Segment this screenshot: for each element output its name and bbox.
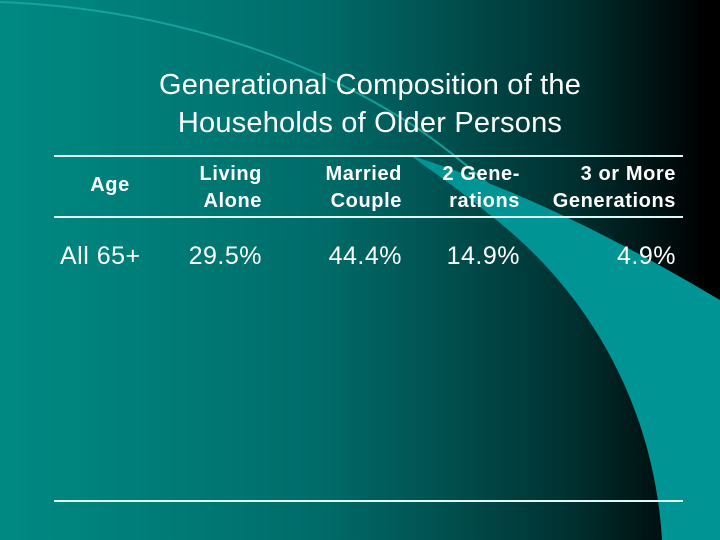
header-two-generations: 2 Gene- rations <box>410 161 520 215</box>
header-two-generations-line1: 2 Gene- <box>442 163 520 185</box>
slide-title: Generational Composition of the Househol… <box>0 66 720 142</box>
header-three-plus-line1: 3 or More <box>580 163 676 185</box>
header-age: Age <box>90 174 130 196</box>
cell-two-generations: 14.9% <box>446 242 520 270</box>
header-three-or-more-generations: 3 or More Generations <box>530 161 676 215</box>
teal-swoosh-decoration <box>410 155 720 540</box>
header-living-alone: Living Alone <box>160 161 262 215</box>
header-married-couple-line2: Couple <box>330 190 402 212</box>
header-married-couple: Married Couple <box>290 161 402 215</box>
table-header-rule <box>54 216 683 218</box>
title-line-2: Households of Older Persons <box>177 107 563 139</box>
header-living-alone-line2: Alone <box>203 190 262 212</box>
table-bottom-rule <box>54 500 683 502</box>
header-living-alone-line1: Living <box>199 163 262 185</box>
cell-living-alone: 29.5% <box>188 242 262 270</box>
cell-married-couple: 44.4% <box>328 242 402 270</box>
cell-age: All 65+ <box>60 242 141 270</box>
header-three-plus-line2: Generations <box>552 190 676 212</box>
header-married-couple-line1: Married <box>325 163 402 185</box>
table-top-rule <box>54 155 683 157</box>
header-two-generations-line2: rations <box>449 190 520 212</box>
cell-three-or-more-generations: 4.9% <box>617 242 676 270</box>
title-line-1: Generational Composition of the <box>158 69 582 101</box>
